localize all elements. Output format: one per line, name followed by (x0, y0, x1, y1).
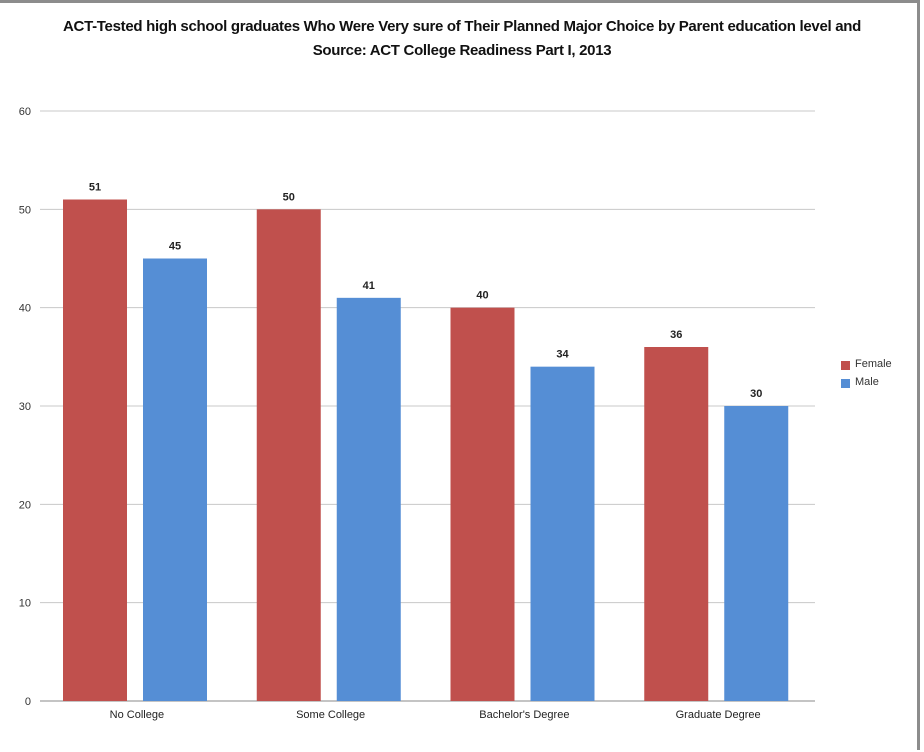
y-tick-label: 0 (25, 696, 31, 708)
x-tick-label: Bachelor's Degree (479, 709, 569, 721)
chart-subtitle: Source: ACT College Readiness Part I, 20… (312, 42, 612, 59)
data-label: 41 (363, 280, 375, 292)
legend-label-female: Female (855, 358, 892, 370)
legend-label-male: Male (855, 376, 879, 388)
y-tick-label: 10 (19, 598, 31, 610)
bar-female (450, 307, 515, 701)
x-tick-label: Graduate Degree (676, 709, 761, 721)
bar-female (63, 199, 127, 701)
y-tick-label: 40 (19, 303, 31, 315)
y-tick-label: 30 (19, 401, 31, 413)
data-label: 30 (750, 388, 762, 400)
chart-title: ACT-Tested high school graduates Who Wer… (63, 18, 861, 35)
data-label: 36 (670, 329, 682, 341)
bar-female (256, 209, 321, 702)
bar-male (530, 366, 595, 701)
y-tick-label: 50 (19, 204, 31, 216)
data-label: 34 (556, 349, 569, 361)
bar-female (644, 347, 709, 701)
data-label: 50 (283, 191, 295, 203)
data-label: 45 (169, 241, 181, 253)
bar-male (336, 297, 401, 701)
legend-swatch-male (841, 379, 850, 388)
x-tick-label: No College (110, 709, 164, 721)
x-tick-label: Some College (296, 709, 365, 721)
y-tick-label: 60 (19, 106, 31, 118)
y-tick-label: 20 (19, 499, 31, 511)
bar-male (724, 406, 789, 701)
bar-male (143, 258, 207, 701)
data-label: 40 (476, 290, 488, 302)
legend-swatch-female (841, 361, 850, 370)
data-label: 51 (89, 182, 101, 194)
